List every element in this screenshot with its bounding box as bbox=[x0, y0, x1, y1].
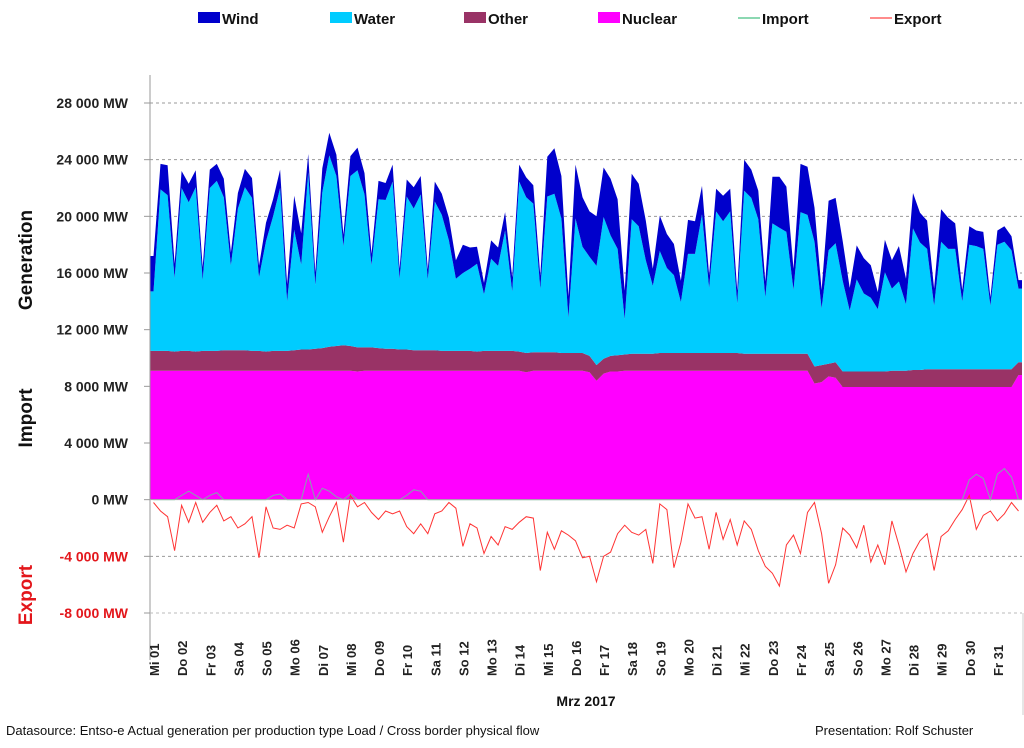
y-tick-label: 0 MW bbox=[91, 492, 128, 508]
y-axis-labels: Generation Import Export bbox=[16, 210, 37, 625]
y-tick-label: 28 000 MW bbox=[56, 95, 128, 111]
x-tick-labels: Mi 01 Do 02 Fr 03 Sa 04 So 05 Mo 06 Di 07 Mi 08… bbox=[147, 639, 1006, 676]
x-tick-label: Do 02 bbox=[175, 641, 190, 676]
x-tick-label: So 05 bbox=[260, 641, 275, 676]
x-tick-label: Sa 25 bbox=[822, 642, 837, 676]
y-tick-label: 8 000 MW bbox=[64, 378, 129, 394]
x-tick-label: Sa 18 bbox=[625, 642, 640, 676]
x-tick-label: Mi 15 bbox=[541, 643, 556, 676]
x-tick-label: Sa 11 bbox=[428, 643, 443, 676]
area-other bbox=[150, 345, 1022, 387]
legend-swatch bbox=[464, 12, 486, 23]
area-nuclear bbox=[150, 370, 1022, 500]
legend-label: Water bbox=[354, 11, 395, 28]
x-tick-label: Sa 04 bbox=[231, 641, 246, 676]
x-tick-label: Mi 22 bbox=[738, 643, 753, 676]
x-tick-label: Do 30 bbox=[963, 641, 978, 676]
axes bbox=[149, 75, 1024, 715]
legend-swatch bbox=[198, 12, 220, 23]
x-tick-label: Di 21 bbox=[710, 645, 725, 676]
legend: Wind Water Other Nuclear Import Export bbox=[198, 11, 942, 28]
area-wind bbox=[150, 132, 1022, 319]
y-tick-label: 12 000 MW bbox=[56, 322, 128, 338]
x-tick-label: Mo 20 bbox=[682, 639, 697, 676]
legend-item-nuclear: Nuclear bbox=[598, 11, 677, 28]
line-export bbox=[153, 493, 1019, 588]
x-tick-label: Fr 17 bbox=[597, 645, 612, 676]
x-tick-label: Mi 01 bbox=[147, 643, 162, 676]
x-tick-label: Mo 13 bbox=[485, 639, 500, 676]
y-tick-label: 20 000 MW bbox=[56, 208, 128, 224]
x-tick-label: Di 28 bbox=[907, 645, 922, 676]
y-tick-label: 24 000 MW bbox=[56, 152, 128, 168]
x-tick-label: Fr 31 bbox=[991, 645, 1006, 676]
x-axis-title: Mrz 2017 bbox=[556, 693, 615, 709]
x-tick-label: Fr 10 bbox=[400, 645, 415, 676]
x-tick-label: Do 23 bbox=[766, 641, 781, 676]
stacked-areas bbox=[150, 132, 1022, 500]
x-tick-label: Fr 24 bbox=[794, 644, 809, 676]
y-tick-label: -8 000 MW bbox=[60, 605, 129, 621]
x-tick-label: Fr 03 bbox=[203, 645, 218, 676]
area-water bbox=[150, 155, 1022, 372]
y-tick-label: 4 000 MW bbox=[64, 435, 129, 451]
y-axis-title-export: Export bbox=[16, 564, 37, 625]
y-axis-title-import: Import bbox=[16, 388, 37, 448]
legend-label: Export bbox=[894, 11, 942, 28]
x-tick-label: Di 14 bbox=[513, 644, 528, 676]
legend-swatch bbox=[330, 12, 352, 23]
y-tick-label: -4 000 MW bbox=[60, 548, 129, 564]
x-tick-label: Mo 06 bbox=[288, 639, 303, 676]
x-tick-label: So 26 bbox=[850, 641, 865, 676]
legend-item-water: Water bbox=[330, 11, 395, 28]
y-tick-label: 16 000 MW bbox=[56, 265, 128, 281]
legend-label: Nuclear bbox=[622, 11, 677, 28]
footer-source: Datasource: Entso-e Actual generation pe… bbox=[6, 723, 540, 738]
x-tick-label: So 12 bbox=[457, 641, 472, 676]
legend-item-export: Export bbox=[870, 11, 942, 28]
x-tick-label: Mi 29 bbox=[935, 643, 950, 676]
legend-label: Wind bbox=[222, 11, 259, 28]
legend-item-import: Import bbox=[738, 11, 809, 28]
x-tick-label: Do 16 bbox=[569, 641, 584, 676]
x-tick-label: Mo 27 bbox=[878, 639, 893, 676]
legend-label: Import bbox=[762, 11, 809, 28]
legend-item-other: Other bbox=[464, 11, 528, 28]
legend-item-wind: Wind bbox=[198, 11, 259, 28]
legend-swatch bbox=[598, 12, 620, 23]
x-tick-label: Mi 08 bbox=[344, 643, 359, 676]
y-axis-title-generation: Generation bbox=[16, 210, 37, 310]
x-tick-label: So 19 bbox=[653, 641, 668, 676]
legend-label: Other bbox=[488, 11, 528, 28]
x-tick-label: Do 09 bbox=[372, 641, 387, 676]
y-tick-labels: 28 000 MW 24 000 MW 20 000 MW 16 000 MW 12 0… bbox=[56, 95, 150, 621]
footer-author: Presentation: Rolf Schuster bbox=[815, 723, 974, 738]
x-tick-label: Di 07 bbox=[316, 645, 331, 676]
